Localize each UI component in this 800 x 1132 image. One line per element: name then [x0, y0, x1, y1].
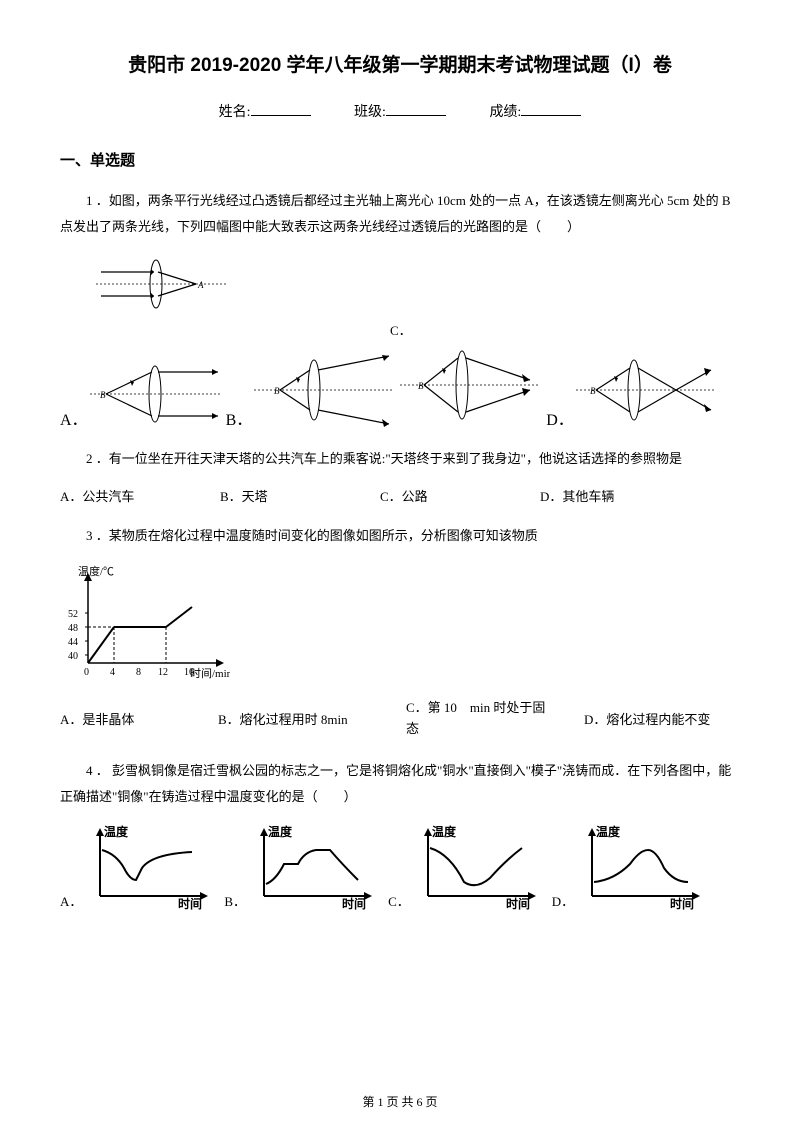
svg-text:时间: 时间	[178, 896, 202, 910]
q2-opt-a: A．公共汽车	[60, 486, 220, 505]
class-blank	[386, 115, 446, 116]
q1-opt-b-label: B．	[226, 406, 253, 430]
svg-text:B: B	[418, 381, 424, 391]
q4-opt-c-label: C．	[388, 891, 410, 910]
name-blank	[251, 115, 311, 116]
svg-text:A: A	[197, 280, 204, 290]
score-blank	[521, 115, 581, 116]
q2-text: 有一位坐在开往天津天塔的公共汽车上的乘客说:"天塔终于来到了我身边"，他说这话选…	[109, 451, 682, 466]
q1-stem-diagram: A	[96, 254, 740, 314]
score-label: 成绩:	[489, 105, 521, 120]
q3-text: 某物质在熔化过程中温度随时间变化的图像如图所示，分析图像可知该物质	[109, 528, 538, 543]
q3-graph: 温度/℃ 时间/min 40 44 48 52 0 4 8 12 16	[60, 563, 740, 688]
question-3: 3 ．某物质在熔化过程中温度随时间变化的图像如图所示，分析图像可知该物质	[60, 523, 740, 549]
svg-text:52: 52	[68, 609, 78, 620]
section-1-title: 一、单选题	[60, 149, 740, 170]
q4-options: A． 温度 时间 B． 温度 时间 C． 温度	[60, 824, 740, 910]
q2-options: A．公共汽车 B．天塔 C．公路 D．其他车辆	[60, 486, 740, 505]
page-footer: 第 1 页 共 6 页	[0, 1093, 800, 1110]
svg-text:B: B	[100, 390, 106, 400]
svg-text:0: 0	[84, 667, 89, 678]
q2-opt-b: B．天塔	[220, 486, 380, 505]
svg-text:温度: 温度	[432, 824, 457, 839]
svg-text:44: 44	[68, 637, 78, 648]
q2-num: 2 ．	[86, 451, 109, 466]
svg-text:温度: 温度	[268, 824, 293, 839]
q3-opt-a: A．是非晶体	[60, 709, 190, 728]
q4-opt-c: C． 温度 时间	[388, 824, 540, 910]
svg-text:16: 16	[184, 667, 194, 678]
svg-text:温度/℃: 温度/℃	[78, 564, 114, 578]
q4-opt-b-label: B．	[224, 891, 246, 910]
q4-text: 彭雪枫铜像是宿迁雪枫公园的标志之一，它是将铜熔化成"铜水"直接倒入"模子"浇铸而…	[60, 763, 731, 804]
q4-opt-d: D． 温度 时间	[552, 824, 704, 910]
svg-text:48: 48	[68, 623, 78, 634]
svg-text:时间: 时间	[342, 896, 366, 910]
svg-text:B: B	[590, 386, 596, 396]
q1-text: 如图，两条平行光线经过凸透镜后都经过主光轴上离光心 10cm 处的一点 A，在该…	[60, 193, 731, 234]
q4-opt-a-label: A．	[60, 891, 82, 910]
q1-opt-d-label: D．	[546, 406, 574, 430]
svg-text:40: 40	[68, 651, 78, 662]
svg-text:时间/min: 时间/min	[190, 667, 230, 680]
q1-opt-a-label: A．	[60, 406, 88, 430]
question-4: 4 ． 彭雪枫铜像是宿迁雪枫公园的标志之一，它是将铜熔化成"铜水"直接倒入"模子…	[60, 758, 740, 810]
q1-opt-b: B． B	[226, 350, 395, 430]
q3-opt-d: D．熔化过程内能不变	[584, 709, 710, 728]
q2-opt-d: D．其他车辆	[540, 486, 614, 505]
student-info: 姓名: 班级: 成绩:	[60, 101, 740, 121]
svg-text:4: 4	[110, 667, 115, 678]
page-title: 贵阳市 2019-2020 学年八年级第一学期期末考试物理试题（I）卷	[60, 50, 740, 77]
svg-text:8: 8	[136, 667, 141, 678]
q4-opt-a: A． 温度 时间	[60, 824, 212, 910]
q3-opt-c: C．第 10 min 时处于固态	[406, 698, 556, 740]
q1-num: 1 ．	[86, 193, 109, 208]
svg-text:12: 12	[158, 667, 168, 678]
svg-text:时间: 时间	[670, 896, 694, 910]
q4-num: 4 ．	[86, 763, 109, 778]
q1-opt-a: A． B	[60, 358, 220, 430]
q4-opt-d-label: D．	[552, 891, 574, 910]
q1-opt-c-label: C．	[390, 320, 412, 339]
q3-num: 3 ．	[86, 528, 109, 543]
svg-text:温度: 温度	[104, 824, 129, 839]
question-2: 2 ．有一位坐在开往天津天塔的公共汽车上的乘客说:"天塔终于来到了我身边"，他说…	[60, 446, 740, 472]
q3-opt-b: B．熔化过程用时 8min	[218, 709, 378, 728]
q2-opt-c: C．公路	[380, 486, 540, 505]
svg-text:时间: 时间	[506, 896, 530, 910]
q4-opt-b: B． 温度 时间	[224, 824, 376, 910]
svg-text:B: B	[274, 386, 280, 396]
q1-opt-d: D． B	[546, 350, 716, 430]
question-1: 1 ．如图，两条平行光线经过凸透镜后都经过主光轴上离光心 10cm 处的一点 A…	[60, 188, 740, 240]
q1-opt-c: B	[400, 340, 540, 430]
q3-options: A．是非晶体 B．熔化过程用时 8min C．第 10 min 时处于固态 D．…	[60, 698, 740, 740]
svg-text:温度: 温度	[596, 824, 621, 839]
name-label: 姓名:	[219, 105, 251, 120]
class-label: 班级:	[354, 105, 386, 120]
